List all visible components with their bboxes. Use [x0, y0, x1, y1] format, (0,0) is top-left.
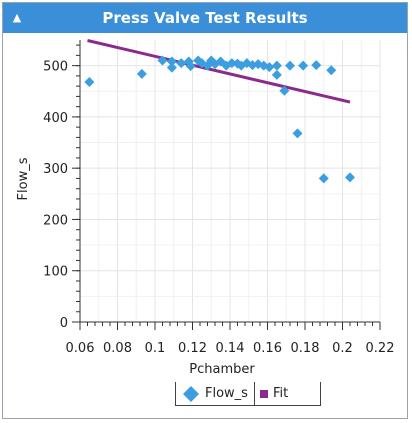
legend-label-fit: Fit: [273, 386, 289, 401]
data-point: [193, 55, 204, 66]
data-point: [298, 60, 309, 71]
x-tick-label: 0.12: [178, 341, 207, 356]
diamond-marker-icon: [183, 386, 199, 402]
y-tick-label: 300: [43, 162, 68, 177]
data-point: [326, 65, 337, 76]
x-tick-label: 0.2: [332, 341, 353, 356]
x-tick-label: 0.06: [66, 341, 95, 356]
data-point: [311, 60, 322, 71]
data-point: [185, 61, 196, 72]
square-marker-icon: [260, 390, 268, 398]
x-tick-label: 0.1: [145, 341, 166, 356]
legend-label-flow: Flow_s: [205, 386, 248, 401]
x-tick-label: 0.18: [291, 341, 320, 356]
data-point: [318, 173, 329, 184]
caret-up-icon[interactable]: ▲: [12, 11, 22, 24]
x-axis-label: Pchamber: [189, 362, 255, 377]
data-point: [166, 56, 177, 67]
data-point: [285, 60, 295, 71]
x-tick-label: 0.22: [366, 341, 395, 356]
data-point: [196, 58, 207, 69]
data-point: [271, 69, 282, 80]
panel-header: ▲ Press Valve Test Results: [3, 3, 407, 33]
data-point: [292, 128, 303, 139]
y-tick-label: 100: [43, 265, 68, 280]
data-point: [279, 85, 290, 96]
data-point: [176, 58, 187, 69]
y-tick-label: 500: [43, 60, 68, 75]
chart-legend: Flow_s Fit: [175, 382, 321, 406]
data-point: [157, 55, 168, 66]
data-point: [226, 58, 237, 69]
y-tick-label: 200: [43, 213, 68, 228]
data-point: [345, 172, 355, 183]
data-point: [84, 77, 95, 88]
results-panel: ▲ Press Valve Test Results: [2, 2, 408, 419]
data-point: [166, 62, 177, 73]
x-tick-label: 0.08: [103, 341, 132, 356]
data-point: [136, 68, 147, 79]
data-point: [241, 58, 252, 69]
data-point: [264, 62, 275, 73]
legend-divider: [254, 382, 255, 405]
y-axis-label: Flow_s: [16, 157, 31, 200]
data-point: [232, 58, 243, 69]
x-tick-label: 0.16: [253, 341, 282, 356]
x-tick-label: 0.14: [216, 341, 245, 356]
panel-title: Press Valve Test Results: [102, 9, 308, 27]
data-point: [271, 60, 282, 71]
y-tick-label: 0: [60, 316, 68, 331]
y-tick-label: 400: [43, 111, 68, 126]
fit-line: [87, 39, 351, 104]
data-point: [206, 55, 217, 66]
